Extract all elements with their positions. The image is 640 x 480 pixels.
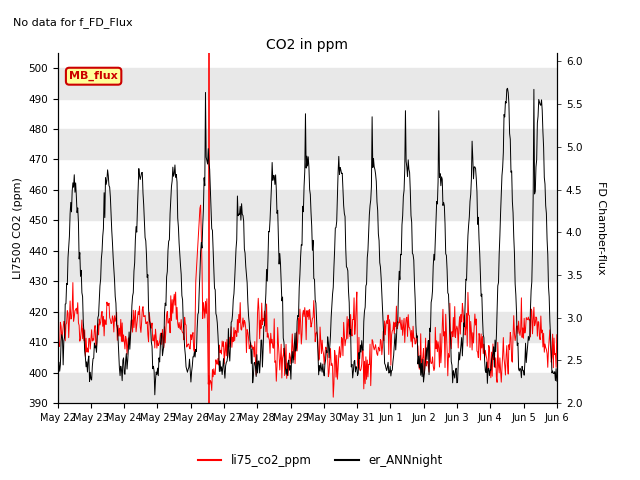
Bar bbox=[58, 251, 557, 281]
Text: No data for f_FD_Flux: No data for f_FD_Flux bbox=[13, 17, 132, 28]
Text: MB_flux: MB_flux bbox=[69, 71, 118, 81]
Y-axis label: FD Chamber-flux: FD Chamber-flux bbox=[596, 181, 606, 275]
Bar bbox=[58, 373, 557, 403]
Title: CO2 in ppm: CO2 in ppm bbox=[266, 37, 348, 52]
Bar bbox=[58, 190, 557, 220]
Bar bbox=[58, 68, 557, 98]
Legend: li75_co2_ppm, er_ANNnight: li75_co2_ppm, er_ANNnight bbox=[193, 449, 447, 472]
Bar bbox=[58, 129, 557, 159]
Bar bbox=[58, 312, 557, 342]
Y-axis label: LI7500 CO2 (ppm): LI7500 CO2 (ppm) bbox=[13, 177, 22, 279]
